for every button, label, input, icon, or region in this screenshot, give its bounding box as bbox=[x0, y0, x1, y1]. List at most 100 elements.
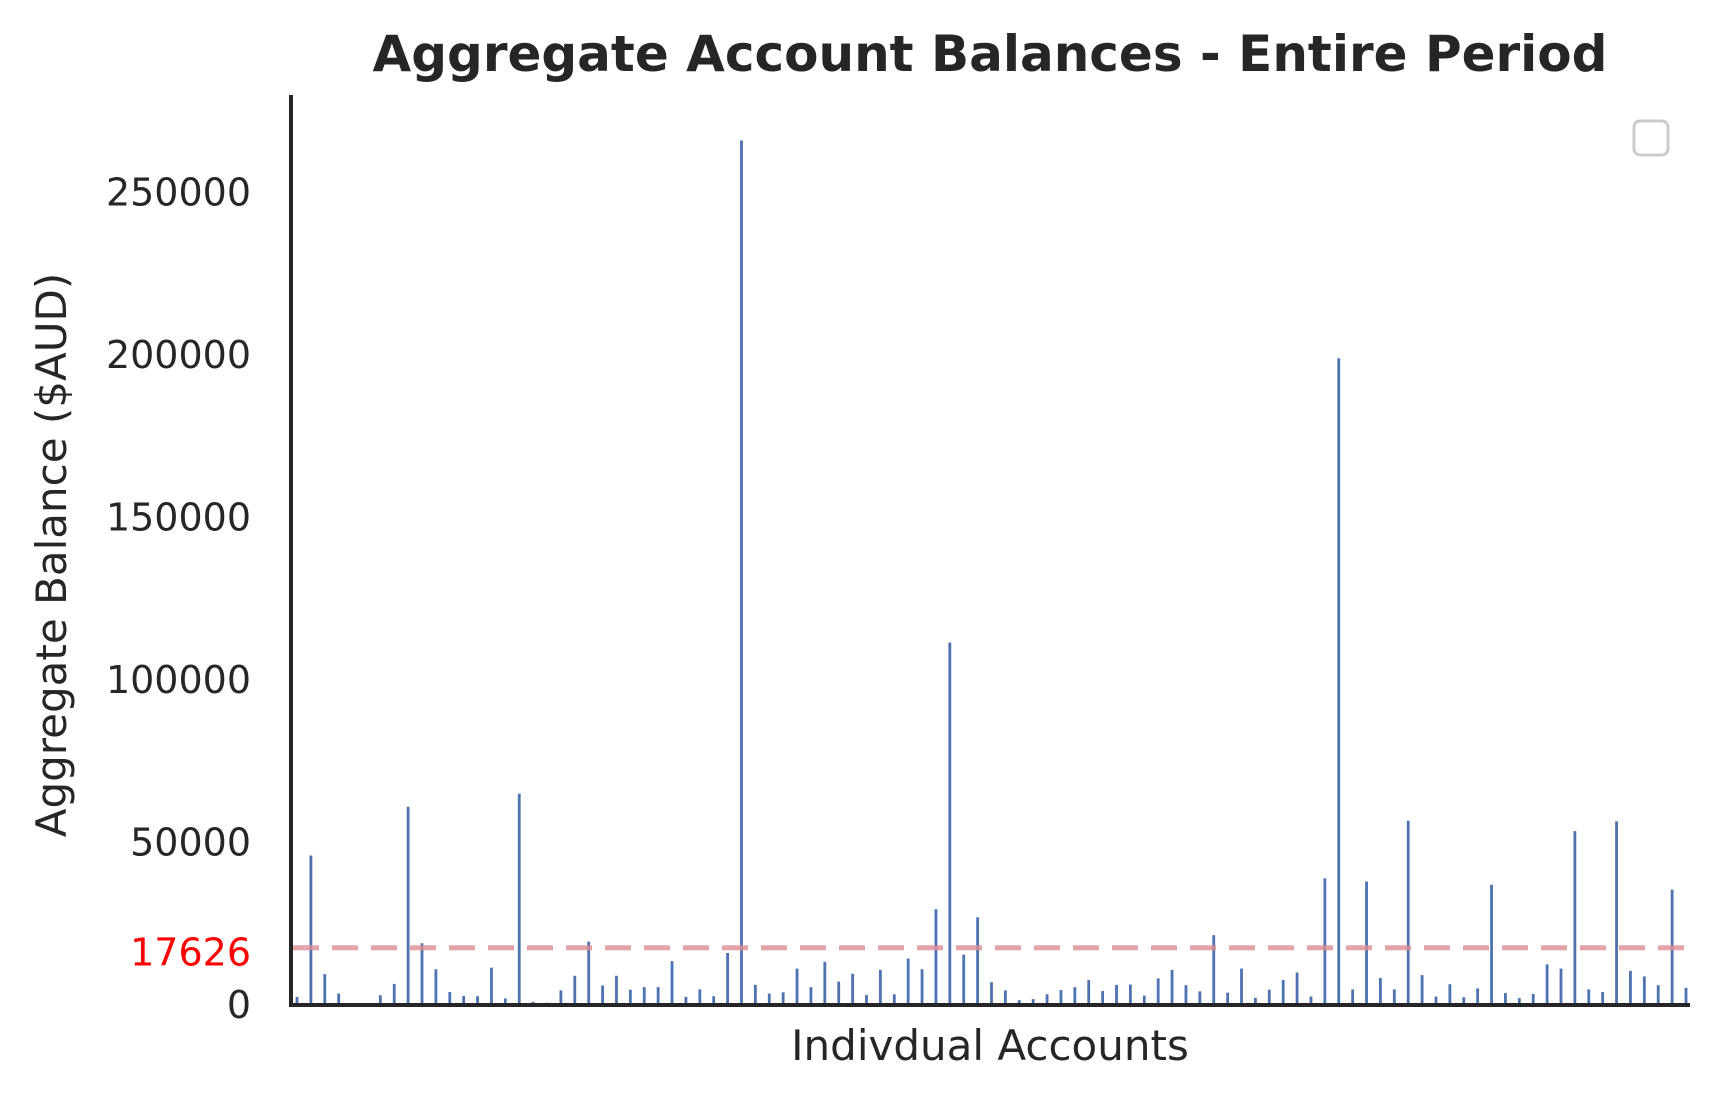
mean-reference-label: 17626 bbox=[130, 931, 251, 975]
bar bbox=[1379, 978, 1382, 1005]
y-tick-label: 250000 bbox=[106, 171, 251, 215]
bar bbox=[795, 968, 799, 1005]
bar bbox=[865, 994, 868, 1005]
bar bbox=[323, 974, 327, 1005]
bar bbox=[851, 973, 854, 1005]
bar bbox=[948, 642, 952, 1005]
bar bbox=[1392, 989, 1396, 1005]
bar bbox=[1198, 991, 1202, 1005]
bar bbox=[712, 996, 716, 1005]
bar bbox=[920, 969, 924, 1005]
bar bbox=[698, 989, 702, 1005]
bar bbox=[976, 917, 980, 1005]
bar bbox=[1254, 997, 1257, 1005]
bar bbox=[1115, 984, 1118, 1005]
bar bbox=[1462, 997, 1466, 1005]
bar bbox=[1101, 991, 1105, 1005]
bar bbox=[906, 958, 910, 1005]
bar bbox=[337, 993, 341, 1005]
bar bbox=[1420, 975, 1424, 1005]
chart-title: Aggregate Account Balances - Entire Peri… bbox=[373, 25, 1608, 83]
y-tick-label: 0 bbox=[227, 983, 251, 1027]
bar bbox=[809, 987, 813, 1005]
bar bbox=[1142, 995, 1146, 1005]
bar bbox=[1365, 881, 1368, 1005]
bar bbox=[476, 996, 479, 1005]
bar bbox=[309, 855, 313, 1005]
bar bbox=[1490, 884, 1493, 1005]
bar bbox=[503, 998, 507, 1005]
bar bbox=[295, 996, 299, 1005]
bar bbox=[1573, 831, 1577, 1005]
bar bbox=[1267, 989, 1271, 1005]
bar bbox=[962, 954, 966, 1005]
bars bbox=[295, 140, 1688, 1005]
bar bbox=[1642, 976, 1646, 1005]
bar bbox=[1517, 998, 1521, 1005]
bar bbox=[1406, 820, 1410, 1005]
bar bbox=[1226, 992, 1230, 1005]
bar bbox=[1045, 994, 1049, 1005]
bar bbox=[1129, 984, 1132, 1005]
bar bbox=[726, 953, 729, 1005]
bar bbox=[420, 943, 424, 1005]
bar bbox=[628, 989, 632, 1005]
bar bbox=[642, 987, 646, 1005]
bar bbox=[1156, 978, 1160, 1005]
x-axis-label: Indivdual Accounts bbox=[791, 1021, 1189, 1070]
bar bbox=[378, 995, 382, 1005]
y-tick-label: 100000 bbox=[106, 658, 251, 702]
bar bbox=[1281, 979, 1285, 1005]
bar bbox=[892, 994, 896, 1005]
bar bbox=[656, 987, 660, 1005]
bar bbox=[615, 975, 618, 1005]
bar bbox=[559, 990, 563, 1005]
bar bbox=[573, 975, 577, 1005]
bar bbox=[1587, 989, 1591, 1005]
bar bbox=[1003, 990, 1007, 1005]
bar bbox=[670, 961, 674, 1005]
y-tick-label: 150000 bbox=[106, 496, 251, 540]
bar bbox=[1212, 935, 1216, 1005]
bar bbox=[1351, 989, 1355, 1005]
bar bbox=[878, 969, 882, 1005]
bar bbox=[1601, 992, 1605, 1005]
bar bbox=[406, 806, 410, 1005]
bar bbox=[1073, 987, 1077, 1005]
y-axis-label: Aggregate Balance ($AUD) bbox=[27, 273, 76, 837]
bar bbox=[1087, 979, 1091, 1005]
bar bbox=[1323, 878, 1327, 1005]
bar bbox=[1684, 987, 1688, 1005]
bar bbox=[1476, 988, 1480, 1005]
bar bbox=[1656, 985, 1660, 1005]
bar bbox=[837, 981, 841, 1005]
bar bbox=[448, 992, 452, 1005]
bar bbox=[587, 941, 591, 1005]
bar bbox=[392, 983, 396, 1005]
bar bbox=[1309, 996, 1313, 1005]
bar bbox=[1504, 992, 1507, 1005]
bar bbox=[1170, 969, 1174, 1005]
bar bbox=[1031, 999, 1035, 1005]
legend-box bbox=[1632, 119, 1670, 157]
bar bbox=[490, 967, 493, 1005]
bar bbox=[1240, 968, 1243, 1005]
bar bbox=[823, 961, 827, 1005]
y-tick-label: 50000 bbox=[130, 821, 251, 865]
bar bbox=[1337, 358, 1341, 1005]
bar bbox=[1295, 972, 1299, 1005]
y-axis-ticks: 0 50000 100000 150000 200000 250000 bbox=[106, 171, 251, 1028]
bar bbox=[1531, 993, 1535, 1005]
bar bbox=[934, 909, 938, 1005]
y-tick-label: 200000 bbox=[106, 333, 251, 377]
bar bbox=[601, 985, 604, 1005]
bar bbox=[434, 969, 438, 1005]
bar bbox=[1434, 996, 1438, 1005]
bar bbox=[1559, 968, 1563, 1005]
bar bbox=[781, 992, 785, 1005]
bar bbox=[684, 996, 688, 1005]
bar bbox=[1059, 990, 1063, 1005]
bar bbox=[753, 984, 757, 1005]
bar bbox=[1615, 821, 1618, 1005]
